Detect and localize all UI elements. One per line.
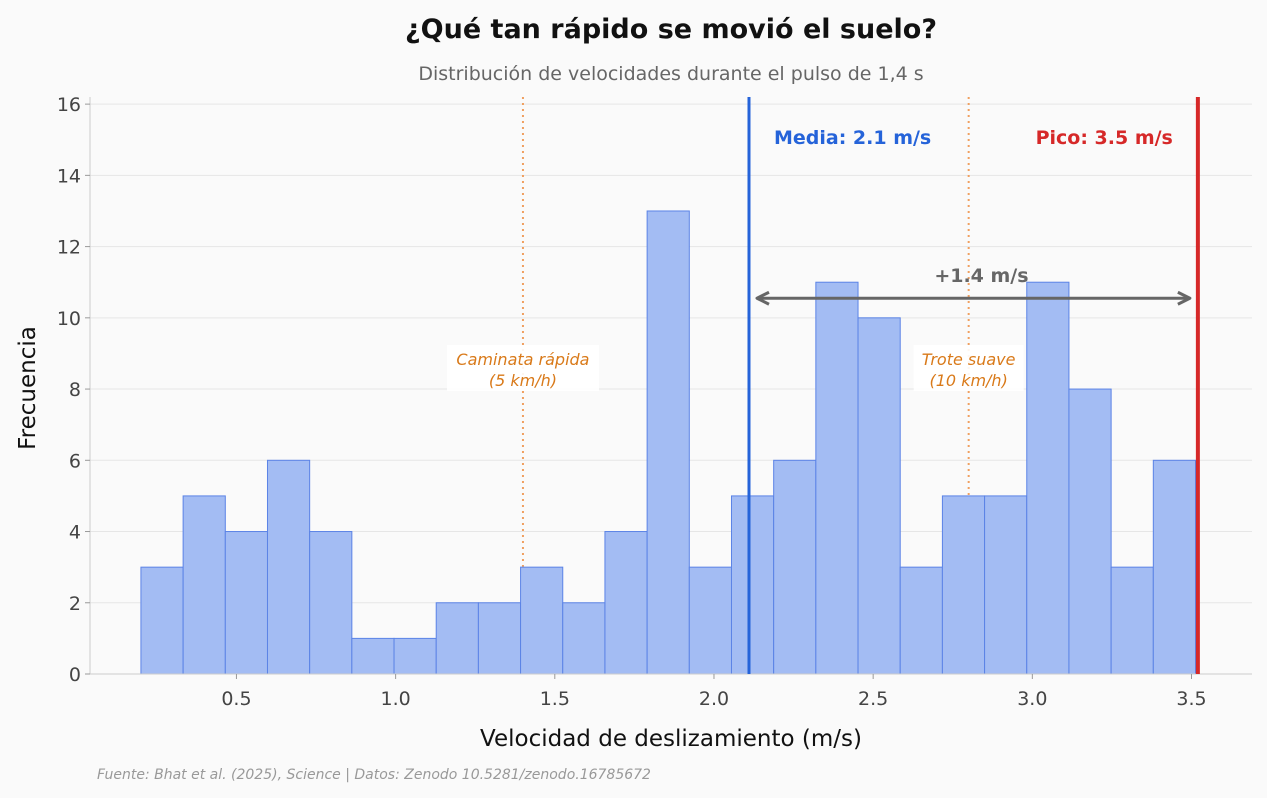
histogram-bar — [435, 602, 479, 675]
x-tick-label: 1.0 — [381, 688, 411, 710]
histogram-bar — [266, 459, 311, 675]
y-axis-ticks: 0 2 4 6 8 10 12 14 16 — [57, 94, 90, 686]
histogram-bar — [309, 531, 353, 675]
histogram-bar — [1110, 566, 1154, 675]
reference-label-line2: (5 km/h) — [489, 371, 557, 390]
y-tick-label: 6 — [69, 450, 81, 472]
y-tick-label: 2 — [69, 593, 81, 615]
reference-label-box — [446, 345, 599, 391]
histogram-bar — [351, 637, 395, 675]
histogram-bar — [562, 602, 606, 675]
reference-label-box — [913, 345, 1024, 391]
histogram-bar — [899, 566, 943, 675]
histogram-bar — [1068, 388, 1112, 675]
x-axis-ticks: 0.5 1.0 1.5 2.0 2.5 3.0 3.5 — [221, 674, 1207, 710]
axes — [89, 97, 1252, 675]
histogram-bar — [773, 459, 817, 675]
difference-arrow-head-left — [755, 290, 770, 306]
y-tick-label: 14 — [57, 165, 81, 187]
x-tick-label: 3.5 — [1176, 688, 1206, 710]
histogram-bar — [815, 281, 859, 675]
y-tick-label: 16 — [57, 94, 81, 116]
reference-labels: Caminata rápida (5 km/h) Trote suave (10 km… — [446, 345, 1024, 391]
histogram-bar — [688, 566, 732, 675]
histogram-bar — [857, 317, 901, 675]
histogram-bar — [140, 566, 184, 675]
histogram-bar — [646, 210, 690, 675]
histogram-bar — [224, 531, 268, 675]
histogram-bar — [520, 566, 564, 675]
x-tick-label: 2.0 — [699, 688, 729, 710]
y-tick-label: 10 — [57, 308, 81, 330]
histogram-bar — [393, 637, 437, 675]
histogram-bar — [730, 495, 775, 675]
reference-label-line1: Caminata rápida — [456, 350, 589, 369]
histogram-bar — [1026, 281, 1070, 675]
mean-peak-markers: Media: 2.1 m/s Pico: 3.5 m/s +1.4 m/s — [747, 97, 1200, 674]
x-tick-label: 3.0 — [1017, 688, 1047, 710]
difference-label: +1.4 m/s — [934, 265, 1028, 287]
y-axis-label: Frecuencia — [15, 326, 41, 450]
y-tick-label: 0 — [69, 664, 81, 686]
y-tick-label: 8 — [69, 379, 81, 401]
chart-title: ¿Qué tan rápido se movió el suelo? — [405, 14, 937, 45]
y-tick-label: 4 — [69, 522, 81, 544]
histogram-bar — [477, 602, 522, 675]
difference-arrow-head-right — [1177, 290, 1192, 306]
peak-label: Pico: 3.5 m/s — [1036, 127, 1173, 149]
histogram-bar — [604, 531, 648, 675]
y-tick-label: 12 — [57, 237, 81, 259]
x-tick-label: 2.5 — [858, 688, 888, 710]
reference-label-line2: (10 km/h) — [930, 371, 1008, 390]
mean-label: Media: 2.1 m/s — [774, 127, 931, 149]
histogram-bar — [1152, 459, 1196, 675]
x-tick-label: 1.5 — [540, 688, 570, 710]
histogram-bar — [182, 495, 226, 675]
histogram-bar — [984, 495, 1028, 675]
histogram-bars — [140, 210, 1196, 675]
reference-label-line1: Trote suave — [922, 350, 1016, 369]
x-axis-label: Velocidad de deslizamiento (m/s) — [480, 726, 862, 752]
x-tick-label: 0.5 — [221, 688, 251, 710]
histogram-bar — [941, 495, 986, 675]
source-note: Fuente: Bhat et al. (2025), Science | Da… — [97, 767, 651, 783]
chart-subtitle: Distribución de velocidades durante el p… — [418, 63, 923, 85]
